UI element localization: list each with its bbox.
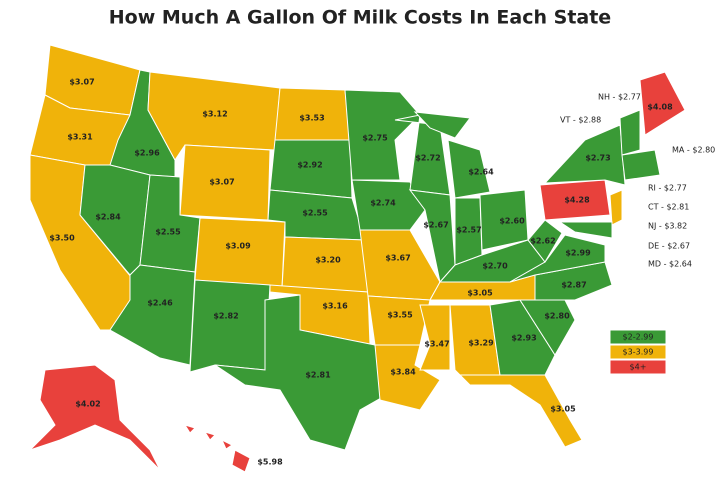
- callout: CT - $2.81: [648, 203, 689, 212]
- state-price: $3.16: [322, 302, 348, 311]
- state-price: $2.62: [530, 237, 555, 246]
- state: [183, 424, 196, 434]
- state-price: $2.60: [499, 217, 525, 226]
- state-price: $3.07: [69, 78, 94, 87]
- state-price: $2.99: [565, 249, 591, 258]
- state: [413, 111, 471, 139]
- state-price: $2.73: [585, 154, 610, 163]
- legend-swatch: [609, 329, 667, 345]
- state-price: $4.28: [564, 196, 590, 205]
- state: [351, 179, 426, 231]
- state-price: $3.09: [225, 242, 251, 251]
- state: [447, 139, 491, 199]
- state-price: $3.20: [315, 256, 341, 265]
- state: [214, 294, 396, 451]
- callout: MA - $2.80: [672, 146, 715, 155]
- state: [458, 374, 583, 448]
- state: [203, 431, 216, 441]
- state: [194, 217, 286, 289]
- state: [29, 364, 161, 471]
- state-price: $3.55: [387, 311, 413, 320]
- state-price: $2.96: [134, 149, 160, 158]
- state: [558, 221, 613, 239]
- state-price: $2.92: [297, 161, 322, 170]
- state-price: $2.67: [423, 221, 448, 230]
- state-price: $3.05: [550, 405, 576, 414]
- state-price: $2.72: [415, 154, 440, 163]
- state-price: $3.47: [424, 340, 449, 349]
- legend-swatch: [609, 359, 667, 375]
- state-price: $3.84: [390, 368, 416, 377]
- state-price: $3.31: [67, 133, 93, 142]
- state-price: $2.57: [456, 226, 481, 235]
- state: [367, 295, 431, 346]
- state-price: $3.05: [467, 289, 493, 298]
- state-price: $3.67: [385, 254, 410, 263]
- state-price: $2.46: [147, 299, 173, 308]
- state: [359, 229, 441, 301]
- callout: NH - $2.77: [598, 93, 641, 102]
- states: [29, 44, 686, 473]
- callout: RI - $2.77: [648, 184, 687, 193]
- state-price: $2.55: [155, 228, 181, 237]
- labels: $3.07 $3.31 $3.50 $2.96 $2.84 $3.12 $3.07 $2.55…: [49, 78, 715, 467]
- state-price: $4.02: [75, 400, 100, 409]
- state: [639, 71, 686, 136]
- state-price: $2.74: [370, 199, 396, 208]
- legend-label: $4+: [630, 363, 647, 372]
- state-price: $2.70: [482, 262, 508, 271]
- state-price: $2.80: [544, 312, 570, 321]
- state-price: $5.98: [257, 458, 283, 467]
- state: [419, 304, 451, 371]
- state-price: $3.53: [299, 114, 324, 123]
- state-price: $4.08: [647, 103, 673, 112]
- callout: VT - $2.88: [560, 116, 601, 125]
- state-price: $3.07: [209, 178, 234, 187]
- state-price: $2.82: [213, 312, 238, 321]
- state-price: $3.12: [202, 110, 227, 119]
- state-price: $3.50: [49, 234, 75, 243]
- state-price: $2.87: [561, 281, 586, 290]
- map-title: How Much A Gallon Of Milk Costs In Each …: [109, 7, 611, 29]
- callout: MD - $2.64: [648, 260, 692, 269]
- state-price: $2.81: [305, 371, 331, 380]
- state-price: $2.93: [511, 334, 536, 343]
- state: [374, 344, 441, 411]
- state-price: $2.55: [302, 209, 328, 218]
- state: [231, 449, 251, 473]
- state: [189, 279, 271, 373]
- state-price: $3.29: [468, 339, 494, 348]
- state: [609, 189, 623, 226]
- state: [539, 179, 611, 221]
- state: [527, 219, 563, 263]
- state-price: $2.84: [95, 213, 121, 222]
- state-price: $2.75: [362, 134, 388, 143]
- state: [621, 149, 661, 181]
- state: [220, 438, 233, 450]
- legend-swatch: [609, 344, 667, 360]
- state: [619, 109, 641, 156]
- state: [489, 299, 556, 376]
- callout: DE - $2.67: [648, 242, 690, 251]
- callout: NJ - $3.82: [648, 222, 687, 231]
- state-price: $2.64: [468, 168, 494, 177]
- state: [281, 236, 369, 293]
- legend-label: $3-3.99: [623, 348, 654, 357]
- legend-label: $2-2.99: [623, 333, 654, 342]
